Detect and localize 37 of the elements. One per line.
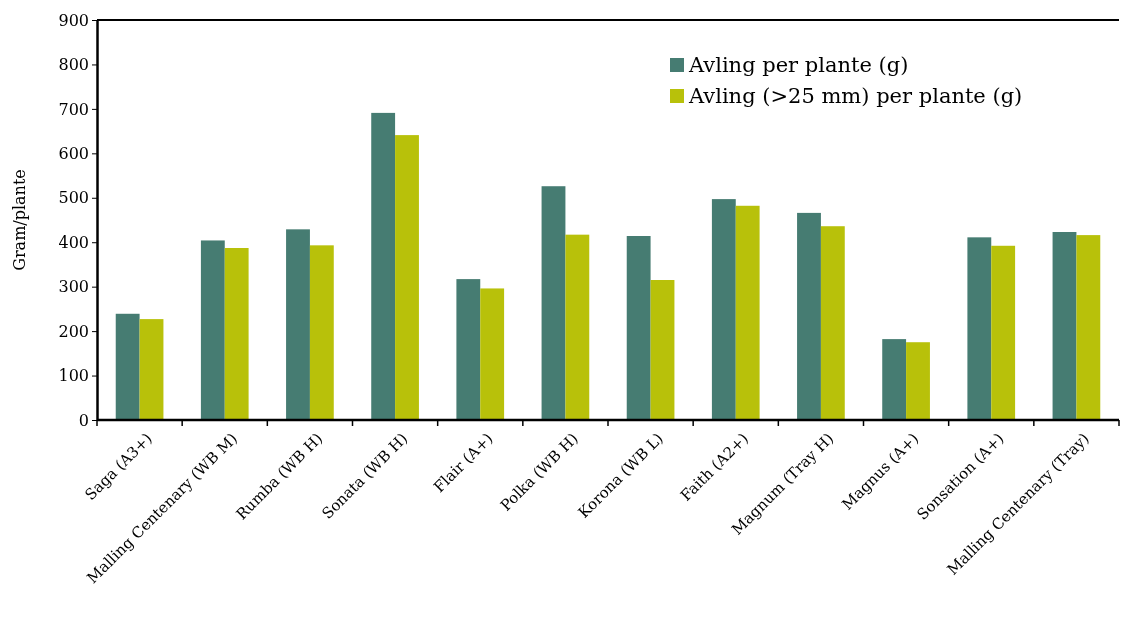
y-tick-label: 800 — [58, 55, 89, 75]
bar — [200, 240, 225, 420]
y-tick-label: 300 — [58, 277, 89, 297]
y-tick-label: 500 — [58, 188, 89, 208]
y-tick-label: 100 — [58, 366, 89, 386]
y-tick-label: 200 — [58, 321, 89, 341]
bar — [1076, 235, 1101, 420]
bar — [395, 135, 419, 420]
bar — [371, 112, 396, 420]
bar — [967, 237, 992, 420]
legend-label: Avling per plante (g) — [688, 53, 909, 78]
bar — [626, 236, 651, 420]
y-tick-label: 600 — [58, 143, 89, 163]
bar — [906, 342, 930, 420]
y-tick-label: 400 — [58, 232, 89, 252]
bar — [541, 186, 566, 420]
bar — [1052, 232, 1077, 420]
bar — [224, 248, 249, 420]
y-tick-label: 900 — [58, 10, 89, 30]
legend-label: Avling (>25 mm) per plante (g) — [688, 84, 1023, 109]
bar — [456, 279, 481, 420]
bar — [565, 234, 590, 420]
bar — [735, 205, 760, 420]
bar — [139, 319, 164, 420]
y-tick-label: 0 — [78, 410, 89, 430]
y-axis-title: Gram/plante — [10, 169, 29, 271]
bar — [480, 288, 505, 420]
bar — [882, 339, 907, 420]
bar — [820, 226, 845, 420]
bar — [309, 245, 334, 420]
bar — [115, 313, 140, 420]
bar — [991, 245, 1016, 420]
bar — [797, 212, 821, 420]
bar — [650, 280, 675, 420]
bar — [711, 199, 736, 420]
y-tick-label: 700 — [58, 99, 89, 119]
bar — [286, 229, 310, 420]
